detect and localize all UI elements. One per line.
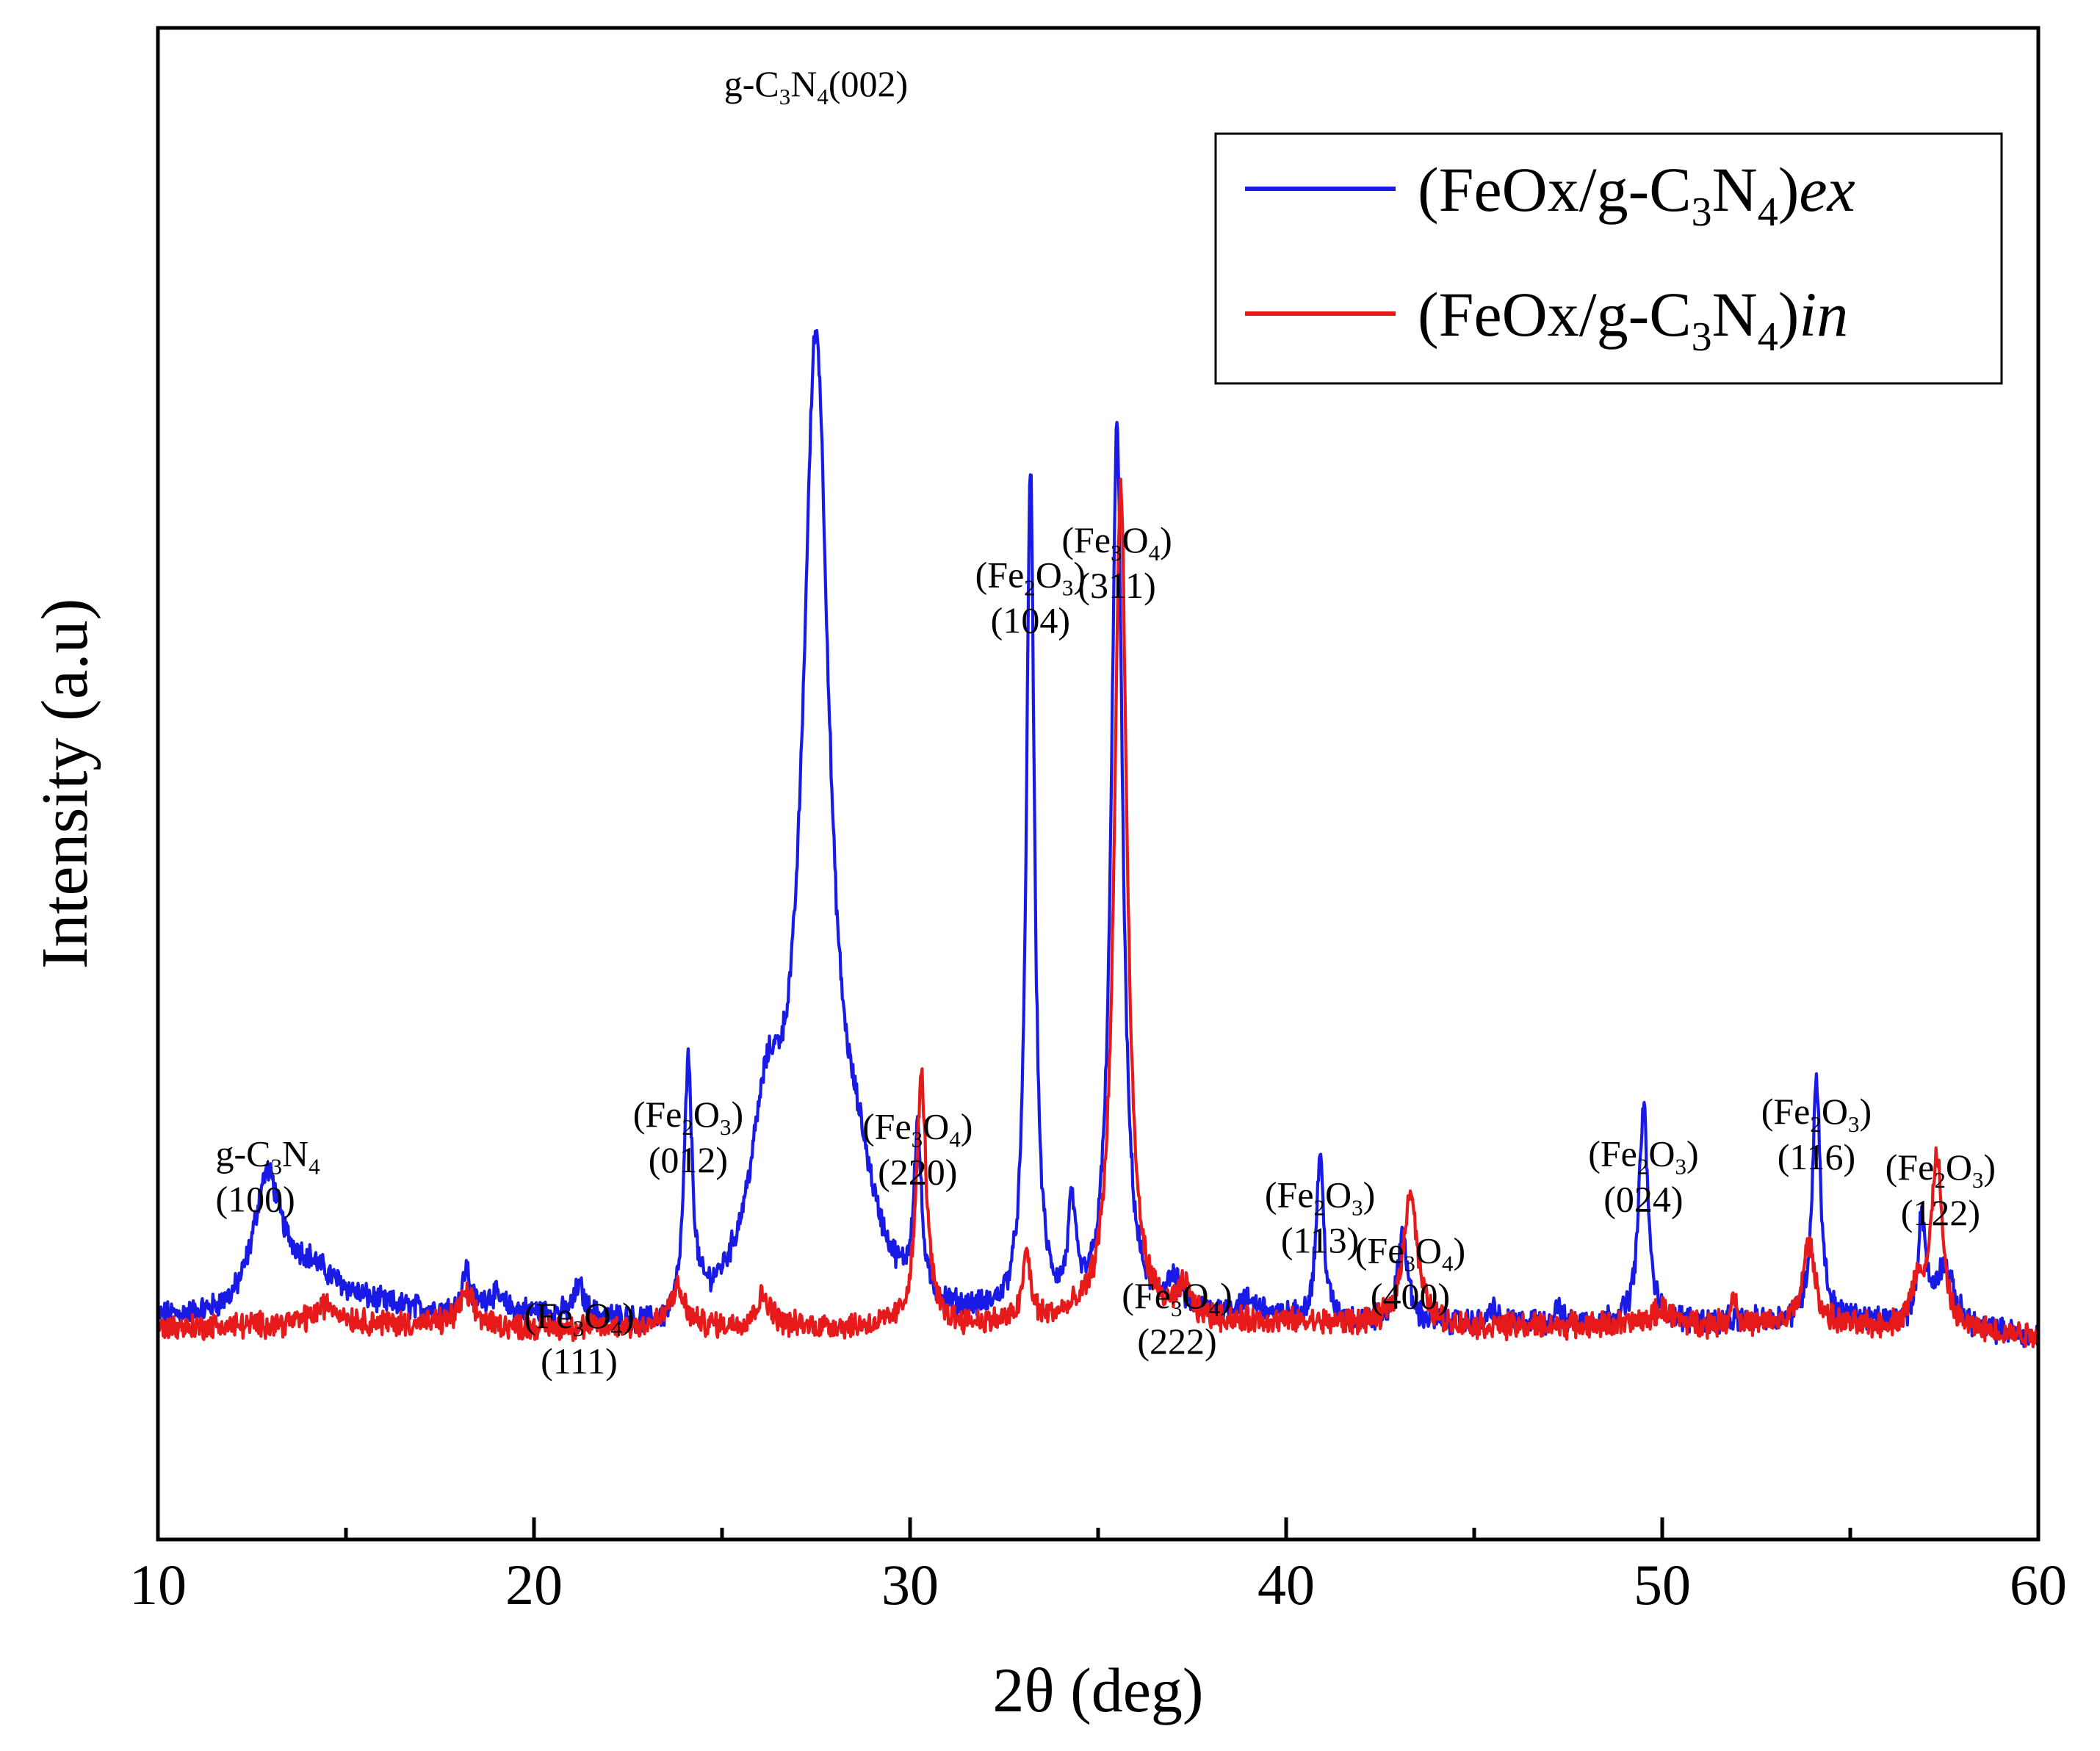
annotation-text: (Fe3​O4​): [862, 1106, 973, 1152]
peak-label-a7: (Fe3​O4​)(222): [1122, 1275, 1232, 1362]
peak-label-a0: g-C3​N4​(100): [215, 1133, 320, 1220]
annotation-text: g-C3​N4​(002): [724, 63, 908, 109]
annotation-text: (104): [991, 599, 1070, 640]
legend-label-ex: (FeOx/g-C3N4)ex: [1418, 154, 1855, 235]
annotation-text: (Fe2​O3​): [1588, 1133, 1698, 1180]
annotation-text: (Fe3​O4​): [1061, 519, 1172, 566]
annotation-text: (024): [1603, 1179, 1683, 1220]
axis-ticks: 10 20 30 40 50 60: [129, 1517, 2067, 1617]
annotation-text: (116): [1778, 1136, 1855, 1177]
peak-label-a2: (Fe2​O3​)(012): [633, 1094, 743, 1180]
peak-label-a11: (Fe2​O3​)(116): [1761, 1091, 1872, 1177]
legend: (FeOx/g-C3N4)ex (FeOx/g-C3N4)in: [1214, 132, 2003, 385]
annotation-text: (Fe2​O3​): [975, 554, 1086, 600]
series-layer: [156, 328, 2041, 1349]
annotation-text: (222): [1137, 1321, 1216, 1362]
peak-label-a8: (Fe2​O3​)(113): [1265, 1174, 1375, 1260]
annotation-text: (Fe2​O3​): [1265, 1174, 1375, 1220]
annotation-text: (Fe3​O4​): [1355, 1230, 1465, 1276]
annotation-text: (012): [649, 1139, 728, 1180]
annotation-text: (Fe3​O4​): [1122, 1275, 1232, 1321]
annotation-text: (220): [878, 1152, 957, 1193]
peak-label-a4: (Fe3​O4​)(220): [862, 1106, 973, 1193]
peak-label-a12: (Fe2​O3​)(122): [1886, 1147, 1996, 1233]
peak-label-a1: (Fe3​O4​)(111): [524, 1295, 634, 1382]
x-axis-label: 2θ (deg): [992, 1655, 1203, 1725]
peak-annotations: g-C3​N4​(100)(Fe3​O4​)(111)(Fe2​O3​)(012…: [215, 63, 1996, 1382]
annotation-text: (Fe3​O4​): [524, 1295, 634, 1341]
annotation-text: (311): [1078, 565, 1155, 606]
x-tick-label: 50: [1634, 1553, 1691, 1617]
peak-label-a6: (Fe3​O4​)(311): [1061, 519, 1172, 606]
peak-label-a3: g-C3​N4​(002): [724, 63, 908, 109]
peak-label-a9: (Fe3​O4​)(400): [1355, 1230, 1465, 1316]
x-tick-label: 60: [2010, 1553, 2067, 1617]
annotation-text: (Fe2​O3​): [633, 1094, 743, 1140]
x-tick-label: 40: [1258, 1553, 1315, 1617]
annotation-text: (111): [541, 1340, 618, 1382]
annotation-text: (Fe2​O3​): [1886, 1147, 1996, 1193]
annotation-text: (100): [215, 1179, 295, 1220]
x-tick-label: 30: [881, 1553, 939, 1617]
annotation-text: (Fe2​O3​): [1761, 1091, 1872, 1137]
peak-label-a10: (Fe2​O3​)(024): [1588, 1133, 1698, 1220]
annotation-text: (400): [1371, 1275, 1450, 1316]
x-tick-label: 20: [505, 1553, 563, 1617]
series-line-in: [156, 477, 2041, 1349]
annotation-text: (113): [1281, 1219, 1359, 1260]
x-tick-label: 10: [129, 1553, 187, 1617]
legend-box: [1214, 132, 2003, 385]
peak-label-a5: (Fe2​O3​)(104): [975, 554, 1086, 640]
annotation-text: (122): [1901, 1192, 1980, 1233]
annotation-text: g-C3​N4​: [215, 1133, 320, 1180]
y-axis-label: Intensity (a.u): [29, 599, 101, 970]
legend-label-in: (FeOx/g-C3N4)in: [1418, 279, 1848, 360]
